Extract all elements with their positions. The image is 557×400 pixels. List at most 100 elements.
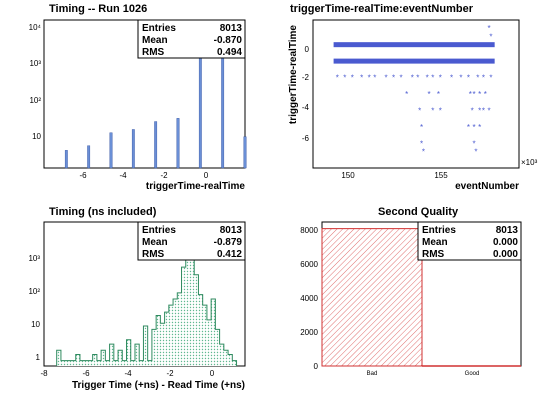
scatter-point: *: [471, 106, 474, 115]
stats-value: 8013: [220, 225, 243, 236]
stats-value: -0.879: [214, 237, 243, 248]
scatter-band: [333, 58, 495, 64]
scatter-point: *: [437, 90, 440, 99]
stats-label: Mean: [142, 237, 168, 248]
stats-label: RMS: [422, 249, 445, 260]
y-tick-label: -6: [302, 134, 310, 143]
stats-label: Entries: [422, 225, 456, 236]
stats-box: Entries Mean RMS 8013 -0.870 0.494: [137, 19, 246, 59]
scatter-point: *: [459, 74, 462, 83]
scatter-point: *: [384, 74, 387, 83]
panel-timing-ns: Timing (ns included) -8 -6 -4 -2 0 1 10 …: [28, 206, 246, 391]
y-tick-label: 10²: [28, 287, 40, 296]
scatter-point: *: [411, 74, 414, 83]
stats-label: Mean: [422, 237, 448, 248]
x-axis-multiplier: ×10³: [521, 158, 538, 167]
scatter-bands: [333, 42, 495, 64]
stats-label: Entries: [142, 23, 176, 34]
scatter-point: *: [489, 74, 492, 83]
x-tick-labels: 150 155: [341, 171, 448, 180]
scatter-point: *: [399, 74, 402, 83]
panel-second-quality: Second Quality 0 2000 4000 6000 8000 Bad…: [300, 206, 522, 377]
x-tick-label: -6: [82, 369, 90, 378]
y-tick-label: 1: [36, 353, 41, 362]
x-tick-labels: -8 -6 -4 -2 0: [40, 369, 214, 378]
y-tick-label: 0: [314, 362, 319, 371]
y-tick-label: 8000: [300, 226, 318, 235]
histogram-bar: [131, 129, 135, 169]
x-tick-label: 150: [341, 171, 355, 180]
stats-box: Entries Mean RMS 8013 -0.879 0.412: [137, 221, 246, 261]
scatter-point: *: [439, 106, 442, 115]
scatter-point: *: [472, 90, 475, 99]
chart-title: Second Quality: [378, 206, 459, 218]
y-tick-label: 10: [31, 320, 40, 329]
scatter-point: *: [482, 106, 485, 115]
stats-label: RMS: [142, 47, 165, 58]
scatter-point: *: [336, 74, 339, 83]
stats-value: 0.412: [217, 249, 242, 260]
scatter-point: *: [472, 139, 475, 148]
stats-label: Mean: [142, 35, 168, 46]
scatter-point: *: [343, 74, 346, 83]
y-tick-labels: 0 -2 -4 -6: [302, 45, 310, 143]
scatter-point: *: [428, 90, 431, 99]
x-tick-label: -8: [40, 369, 48, 378]
scatter-points: *** * * * * * * * * * * * * * * * * * * ** * * * * * ** * * * * * ** * * *…: [336, 24, 493, 156]
chart-title: Timing -- Run 1026: [49, 3, 147, 15]
scatter-point: *: [426, 74, 429, 83]
scatter-point: *: [431, 74, 434, 83]
stats-box: Entries Mean RMS 8013 0.000 0.000: [417, 221, 522, 261]
histogram-bar: [109, 132, 113, 169]
stats-value: 0.494: [217, 47, 242, 58]
scatter-point: *: [478, 106, 481, 115]
y-tick-label: 10: [32, 132, 41, 141]
histogram-bar: [154, 121, 158, 169]
scatter-point: *: [418, 106, 421, 115]
scatter-point: *: [392, 74, 395, 83]
stats-value: 0.000: [493, 249, 518, 260]
x-tick-labels: -6 -4 -2 0: [79, 171, 208, 180]
y-tick-labels: 0 2000 4000 6000 8000: [300, 226, 318, 371]
category-label: Bad: [367, 371, 378, 377]
scatter-point: *: [360, 74, 363, 83]
x-tick-label: 0: [204, 171, 209, 180]
x-tick-label: -2: [160, 171, 168, 180]
stats-label: Entries: [142, 225, 176, 236]
scatter-point: *: [476, 74, 479, 83]
scatter-point: *: [478, 90, 481, 99]
y-tick-label: -4: [302, 103, 310, 112]
x-tick-label: -4: [124, 369, 132, 378]
y-tick-label: 10³: [29, 59, 41, 68]
scatter-point: *: [439, 74, 442, 83]
bar-bad: [321, 228, 423, 367]
scatter-point: *: [420, 139, 423, 148]
histogram-bar: [243, 136, 247, 169]
stats-value: 8013: [220, 23, 243, 34]
y-tick-label: 10³: [28, 254, 40, 263]
scatter-point: *: [484, 90, 487, 99]
scatter-point: *: [368, 74, 371, 83]
scatter-point: *: [474, 148, 477, 157]
scatter-point: *: [478, 123, 481, 132]
chart-title: Timing (ns included): [49, 206, 157, 218]
y-tick-label: 10⁴: [29, 23, 42, 32]
x-tick-label: -6: [79, 171, 87, 180]
scatter-point: *: [450, 74, 453, 83]
scatter-point: *: [405, 90, 408, 99]
y-tick-label: 0: [305, 45, 310, 54]
x-tick-label: -2: [166, 369, 174, 378]
stats-value: 0.000: [493, 237, 518, 248]
stats-value: -0.870: [214, 35, 243, 46]
y-tick-labels: 1 10 10² 10³: [28, 254, 40, 362]
histogram-bar: [87, 145, 91, 169]
histogram-bar: [221, 51, 225, 169]
x-axis-label: eventNumber: [455, 181, 519, 192]
scatter-point: *: [472, 123, 475, 132]
y-tick-label: 6000: [300, 260, 318, 269]
stats-value: 8013: [496, 225, 519, 236]
x-tick-label: 0: [210, 369, 215, 378]
scatter-point: *: [416, 74, 419, 83]
histogram-bar: [176, 118, 180, 169]
